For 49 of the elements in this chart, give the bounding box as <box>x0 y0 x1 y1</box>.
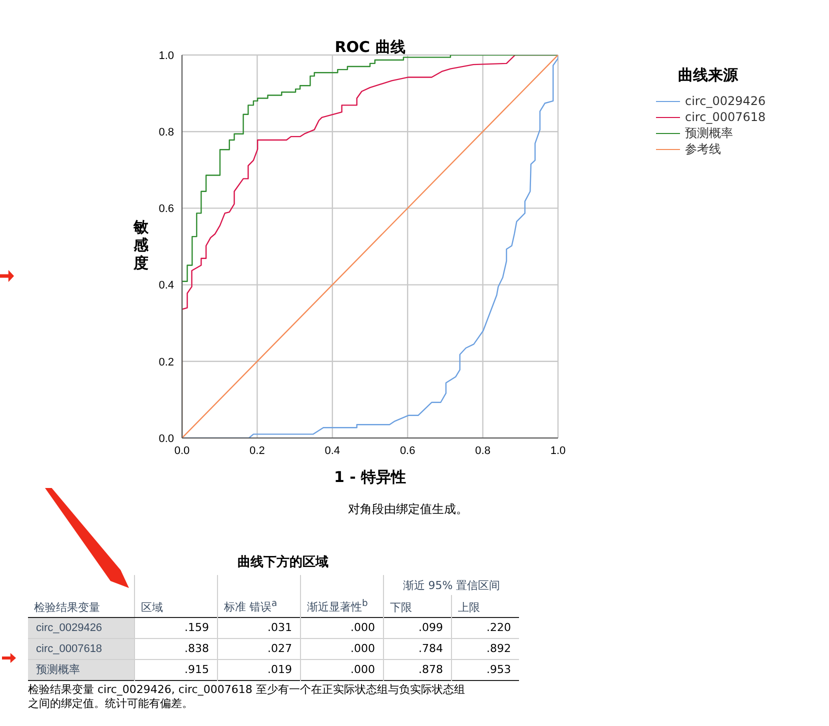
x-tick-label: 1.0 <box>550 444 566 457</box>
data-label: .953 <box>452 659 519 680</box>
y-tick-label: 0.0 <box>158 432 174 445</box>
data-label: .915 <box>134 659 218 680</box>
x-tick-label: 0.6 <box>400 444 416 457</box>
legend-title: 曲线来源 <box>678 66 740 85</box>
legend-label: 预测概率 <box>685 124 733 142</box>
text: 下限 <box>384 595 452 618</box>
data-label: .031 <box>218 617 300 638</box>
category-label: circ_0007618 <box>28 638 134 660</box>
x-tick-label: 0.8 <box>475 444 490 457</box>
legend-label: circ_0029426 <box>685 94 766 108</box>
text: 检验结果变量 circ_0029426, circ_0007618 至少有一个在正实际状态组与负实际状态组之间的绑定值。统计可能有偏差。 <box>28 682 466 711</box>
data-label: .027 <box>218 638 300 660</box>
category-label: 预测概率 <box>28 659 134 680</box>
y-axis-title: 敏感度 <box>132 218 150 272</box>
data-label: .000 <box>300 659 384 680</box>
text: 对角段由绑定值生成。 <box>348 501 468 518</box>
data-label: .838 <box>134 638 218 660</box>
x-axis-title: 1 - 特异性 <box>332 468 408 487</box>
x-tick-label: 0.0 <box>174 444 190 457</box>
legend-label: circ_0007618 <box>685 110 766 124</box>
line-series <box>182 55 558 438</box>
y-tick-label: 0.2 <box>158 356 174 368</box>
x-tick-label: 0.2 <box>250 444 265 457</box>
category-label: circ_0029426 <box>28 617 134 638</box>
chart-title: ROC 曲线 <box>334 38 406 57</box>
data-label: .220 <box>452 617 519 638</box>
data-label: .878 <box>384 659 452 680</box>
text: 曲线下方的区域 <box>236 555 330 571</box>
data-label: .099 <box>384 617 452 638</box>
legend-label: 参考线 <box>685 140 721 158</box>
text: 上限 <box>452 595 519 618</box>
text: 区域 <box>134 595 218 618</box>
y-tick-label: 0.4 <box>158 280 174 292</box>
x-tick-label: 0.4 <box>324 444 340 457</box>
data-label: .000 <box>300 638 384 660</box>
data-label: .000 <box>300 617 384 638</box>
y-tick-label: 0.8 <box>158 126 174 139</box>
text: 渐近显著性$^{b}$ <box>300 595 384 618</box>
y-tick-label: 1.0 <box>158 50 174 62</box>
data-label: .019 <box>218 659 300 680</box>
data-label: .784 <box>384 638 452 660</box>
data-label: .159 <box>134 617 218 638</box>
y-tick-label: 0.6 <box>158 203 174 216</box>
text: 检验结果变量 <box>28 575 134 618</box>
text: 渐近 95% 置信区间 <box>384 575 519 595</box>
text: 标准 错误$^{a}$ <box>218 595 300 618</box>
data-label: .892 <box>452 638 519 660</box>
